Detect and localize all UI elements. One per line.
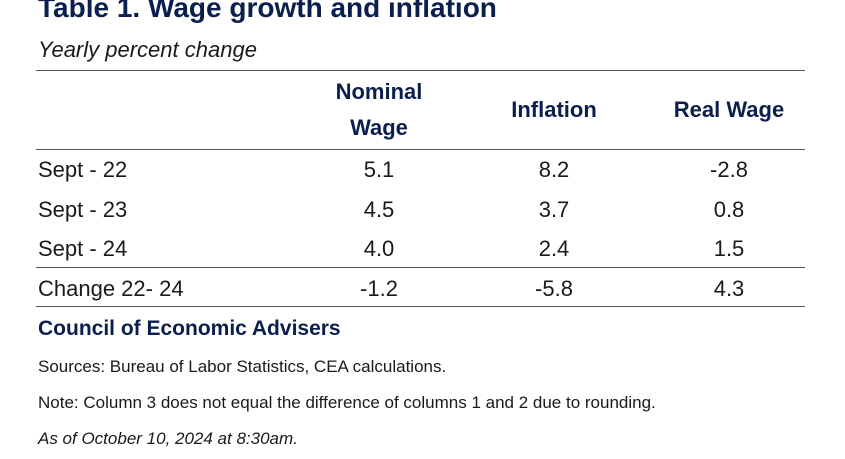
row-label: Sept - 23 [38, 197, 128, 222]
row-label: Change 22- 24 [38, 276, 184, 301]
row-label: Sept - 24 [38, 236, 128, 261]
table-cell: 3.7 [538, 197, 570, 222]
table-cell: -2.8 [710, 157, 748, 182]
column-header-inflation: Inflation [511, 97, 597, 122]
table-cell: 4.5 [363, 197, 395, 222]
column-header-nominal-wage: Nominal Wage [335, 79, 423, 140]
row-label: Sept - 22 [38, 157, 128, 182]
table-cell: -1.2 [360, 276, 398, 301]
table-cell: 2.4 [538, 236, 570, 261]
table-cell: 5.1 [363, 157, 395, 182]
table-cell: 4.0 [363, 236, 395, 261]
table-cell: 0.8 [713, 197, 745, 222]
header-rule [36, 149, 805, 150]
summary-rule [36, 267, 805, 268]
top-rule [36, 70, 805, 71]
table-title: Table 1. Wage growth and inflation [38, 0, 497, 23]
table-cell: 4.3 [713, 276, 745, 301]
table-subtitle: Yearly percent change [38, 37, 257, 62]
rounding-note: Note: Column 3 does not equal the differ… [38, 393, 656, 412]
table-cell: -5.8 [535, 276, 573, 301]
organization-name: Council of Economic Advisers [38, 317, 341, 340]
table-cell: 1.5 [713, 236, 745, 261]
column-header-real-wage: Real Wage [673, 97, 785, 122]
sources-note: Sources: Bureau of Labor Statistics, CEA… [38, 357, 447, 376]
table-cell: 8.2 [538, 157, 570, 182]
as-of-date: As of October 10, 2024 at 8:30am. [38, 429, 298, 448]
bottom-rule [36, 306, 805, 307]
